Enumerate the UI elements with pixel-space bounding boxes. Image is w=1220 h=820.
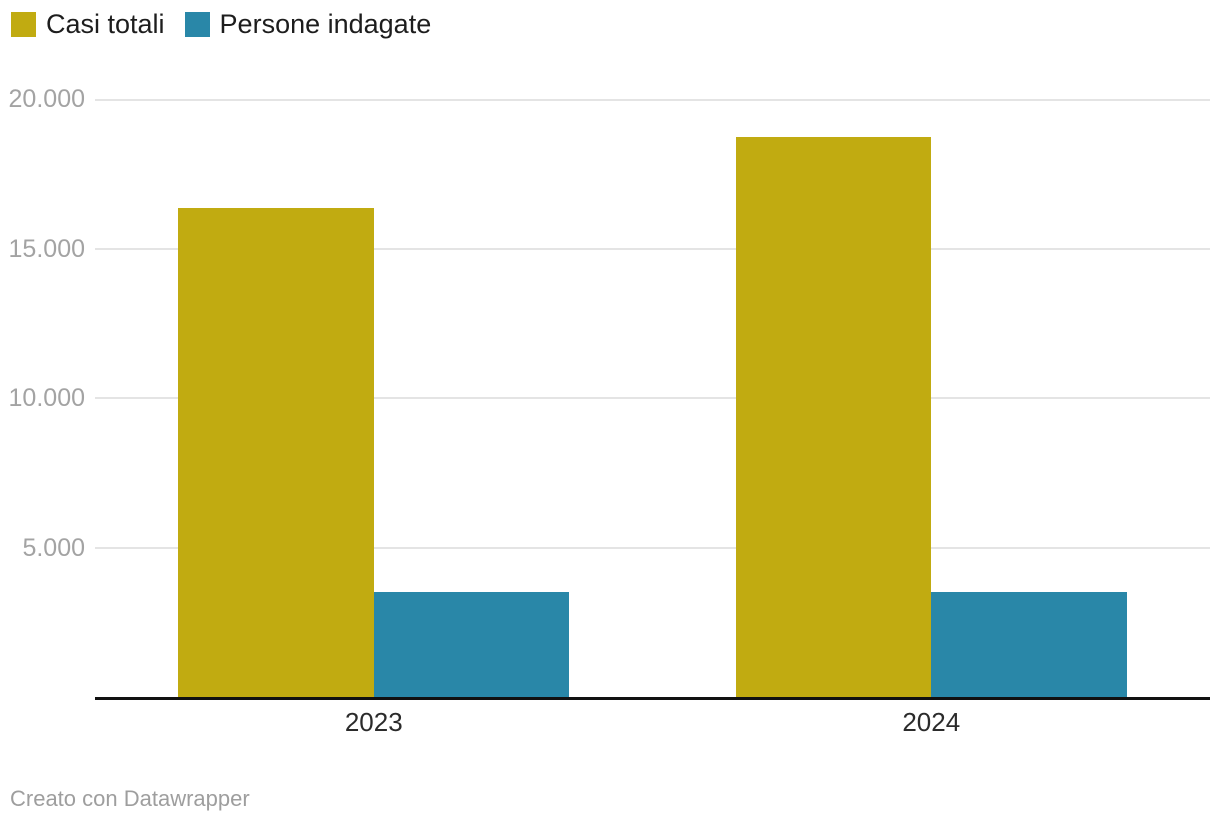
legend-label-persone-indagate: Persone indagate: [219, 9, 432, 39]
bar-2024-casi-totali: [735, 136, 932, 697]
x-axis-label-2023: 2023: [344, 707, 403, 737]
y-axis-tick-label: 10.000: [8, 384, 85, 412]
datawrapper-attribution-link[interactable]: Creato con Datawrapper: [10, 786, 250, 811]
bar-2024-persone-indagate: [931, 592, 1127, 697]
gridline-10000: [95, 397, 1210, 399]
legend-swatch-casi-totali: [11, 12, 36, 37]
legend: Casi totali Persone indagate: [11, 11, 431, 38]
y-axis-tick-label: 5.000: [22, 533, 85, 562]
legend-label-casi-totali: Casi totali: [46, 9, 165, 39]
plot-area: [95, 99, 1210, 697]
bar-2023-persone-indagate: [373, 592, 570, 697]
gridline-5000: [95, 546, 1210, 549]
bar-2023-casi-totali: [178, 208, 374, 697]
legend-swatch-persone-indagate: [184, 12, 210, 37]
gridline-20000: [95, 99, 1210, 101]
legend-item-casi-totali: Casi totali: [11, 11, 165, 38]
legend-item-persone-indagate: Persone indagate: [184, 9, 432, 39]
chart-footer: Creato con Datawrapper: [10, 786, 250, 812]
y-axis-tick-label: 20.000: [8, 85, 85, 113]
x-axis-label-2024: 2024: [902, 707, 961, 737]
gridline-15000: [95, 247, 1210, 250]
y-axis-tick-label: 15.000: [8, 234, 85, 263]
x-axis-line: [95, 697, 1210, 700]
